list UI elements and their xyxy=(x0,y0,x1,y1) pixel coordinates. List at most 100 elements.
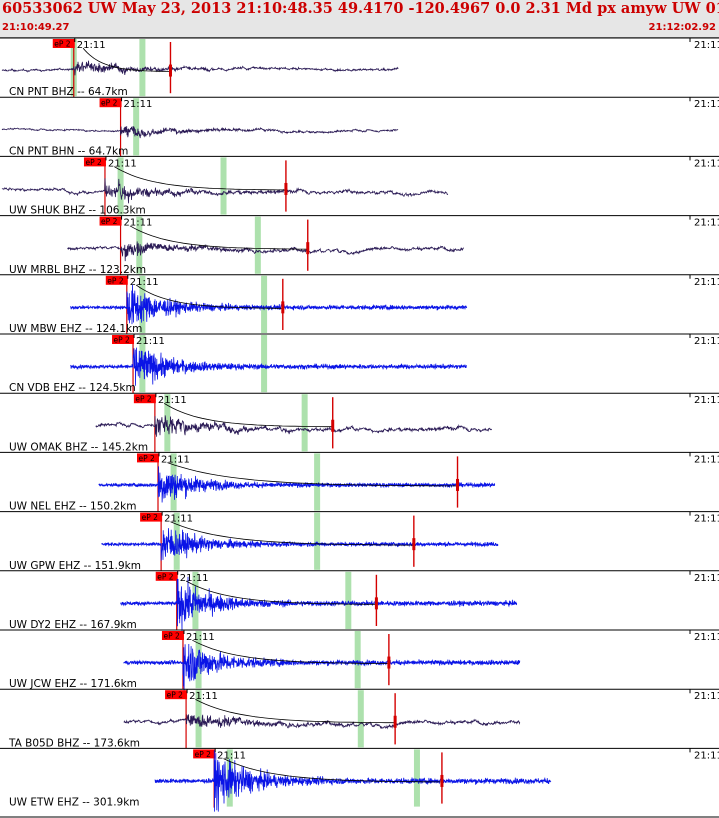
coda-curve xyxy=(170,521,414,546)
right-tick-label: 21:11 xyxy=(694,395,719,406)
pick-label: eP 2 xyxy=(85,158,102,167)
waveform xyxy=(120,576,518,632)
coda-curve xyxy=(185,580,377,605)
pick-label: eP 2 xyxy=(142,513,159,522)
coda-window-band xyxy=(314,512,321,570)
pick-label: eP 2 xyxy=(195,750,212,759)
coda-curve xyxy=(163,403,333,428)
trace-panel: eP 2 21:11 21:11 UW DY2 EHZ -- 167.9km xyxy=(0,570,719,632)
coda-window-band xyxy=(301,394,308,452)
right-tick-label: 21:11 xyxy=(694,454,719,465)
waveform xyxy=(123,643,521,694)
station-label: UW MRBL BHZ -- 123.2km xyxy=(9,264,146,276)
time-tick-label: 21:11 xyxy=(164,514,193,525)
right-tick-label: 21:11 xyxy=(694,514,719,525)
trace-panel: eP 2 21:11 21:11 CN PNT BHN -- 64.7km xyxy=(0,96,719,157)
pick-marker[interactable] xyxy=(52,39,75,48)
time-tick-label: 21:11 xyxy=(186,632,215,643)
coda-end-marker-box xyxy=(168,64,172,77)
station-label: UW NEL EHZ -- 150.2km xyxy=(9,501,136,513)
waveform xyxy=(154,750,552,812)
time-tick-label: 21:11 xyxy=(108,158,137,169)
trace-panel: eP 2 21:11 21:11 UW JCW EHZ -- 171.6km xyxy=(0,629,719,694)
coda-end-marker-box xyxy=(387,656,391,669)
coda-end-marker-box xyxy=(456,478,460,491)
waveform xyxy=(101,528,499,561)
coda-end-marker-box xyxy=(306,242,310,255)
trace-panel: eP 2 21:11 21:11 UW GPW EHZ -- 151.9km xyxy=(0,511,719,572)
time-tick-label: 21:11 xyxy=(124,99,153,110)
pick-label: eP 2 xyxy=(114,336,131,345)
pick-marker[interactable] xyxy=(140,512,163,522)
station-label: TA B05D BHZ -- 173.6km xyxy=(8,737,140,749)
trace-panel: eP 2 21:11 21:11 UW ETW EHZ -- 301.9km xyxy=(0,747,719,812)
coda-window-band xyxy=(261,335,268,393)
pick-label: eP 2 xyxy=(54,40,71,49)
trace-panel: eP 2 21:11 21:11 UW MBW EHZ -- 124.1km xyxy=(0,274,719,335)
coda-window-band xyxy=(345,571,352,629)
waveform xyxy=(70,347,468,386)
coda-window-band xyxy=(220,157,227,215)
pick-label: eP 2 xyxy=(163,632,180,641)
coda-end-marker-box xyxy=(412,538,416,551)
right-tick-label: 21:11 xyxy=(694,750,719,761)
coda-end-marker-box xyxy=(284,182,288,195)
coda-curve xyxy=(192,639,389,664)
pick-marker[interactable] xyxy=(99,98,122,108)
coda-window-band xyxy=(354,631,361,689)
time-tick-label: 21:11 xyxy=(217,750,246,761)
waveform xyxy=(70,284,468,325)
trace-panel: eP 2 21:11 21:11 TA B05D BHZ -- 173.6km xyxy=(0,688,719,749)
p-window-band xyxy=(173,512,180,570)
pick-marker[interactable] xyxy=(99,216,122,226)
station-label: UW SHUK BHZ -- 106.3km xyxy=(9,205,146,217)
event-title: 60533062 UW May 23, 2013 21:10:48.35 49.… xyxy=(2,0,719,17)
pick-marker[interactable] xyxy=(137,453,159,463)
pick-marker[interactable] xyxy=(165,690,188,700)
coda-end-marker-box xyxy=(393,715,397,728)
right-tick-label: 21:11 xyxy=(694,218,719,229)
station-label: UW ETW EHZ -- 301.9km xyxy=(9,797,140,809)
coda-window-band xyxy=(254,216,261,274)
p-window-band xyxy=(136,216,143,274)
waveform xyxy=(67,241,464,262)
right-tick-label: 21:11 xyxy=(694,158,719,169)
pick-marker[interactable] xyxy=(133,394,156,404)
time-tick-label: 21:11 xyxy=(130,277,159,288)
time-tick-label: 21:11 xyxy=(136,336,165,347)
right-tick-label: 21:11 xyxy=(694,691,719,702)
pick-marker[interactable] xyxy=(193,749,216,759)
right-tick-label: 21:11 xyxy=(694,40,719,51)
waveform xyxy=(98,466,496,503)
right-tick-label: 21:11 xyxy=(694,336,719,347)
pick-label: eP 2 xyxy=(101,217,118,226)
time-tick-label: 21:11 xyxy=(180,573,209,584)
pick-label: eP 2 xyxy=(135,395,152,404)
waveform xyxy=(123,714,521,730)
pick-marker[interactable] xyxy=(161,631,184,640)
window-start-time: 21:10:49.27 xyxy=(2,22,70,33)
coda-window-band xyxy=(413,749,420,807)
coda-end-marker-box xyxy=(281,301,285,314)
coda-window-band xyxy=(139,39,146,97)
coda-curve xyxy=(135,284,283,309)
coda-end-marker-box xyxy=(374,597,378,610)
pick-marker[interactable] xyxy=(155,571,178,581)
waveform xyxy=(95,415,493,437)
right-tick-label: 21:11 xyxy=(694,632,719,643)
coda-curve xyxy=(223,758,442,783)
coda-window-band xyxy=(314,453,321,511)
trace-panel: eP 2 21:11 21:11 UW OMAK BHZ -- 145.2km xyxy=(0,392,719,453)
pick-marker[interactable] xyxy=(105,275,128,285)
waveform xyxy=(1,126,399,139)
pick-marker[interactable] xyxy=(83,157,106,167)
pick-label: eP 2 xyxy=(167,691,184,700)
station-label: CN PNT BHN -- 64.7km xyxy=(9,145,128,157)
right-tick-label: 21:11 xyxy=(694,573,719,584)
pick-marker[interactable] xyxy=(112,335,135,344)
station-label: UW MBW EHZ -- 124.1km xyxy=(9,323,142,335)
time-tick-label: 21:11 xyxy=(77,40,106,51)
right-tick-label: 21:11 xyxy=(694,99,719,110)
coda-curve xyxy=(195,699,396,724)
station-label: UW GPW EHZ -- 151.9km xyxy=(9,560,141,572)
